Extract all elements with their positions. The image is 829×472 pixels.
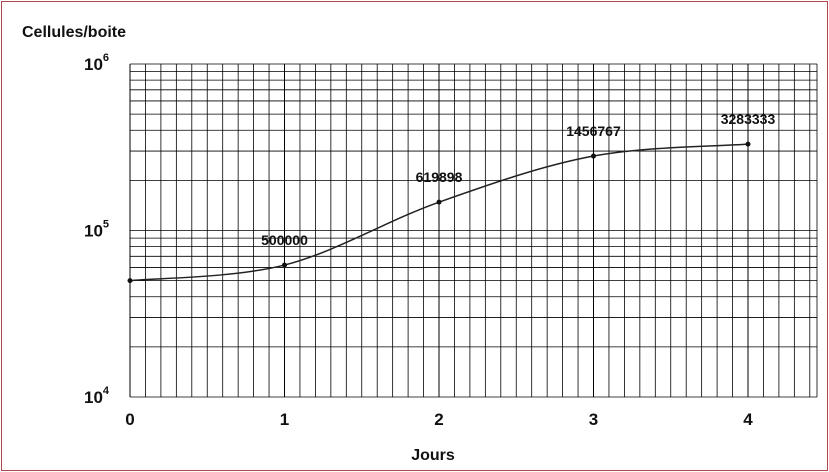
x-tick-label: 2 <box>434 410 443 429</box>
data-point <box>282 262 287 268</box>
y-tick-exponent: 6 <box>103 52 109 64</box>
data-point <box>436 199 442 205</box>
y-tick-label: 105 <box>84 219 109 241</box>
x-axis-label: Jours <box>411 447 455 464</box>
y-ticks: 104 105 106 <box>84 52 110 407</box>
y-tick-exponent: 4 <box>103 385 110 397</box>
data-label: 1456767 <box>566 123 621 139</box>
x-tick-label: 3 <box>589 410 598 429</box>
data-label: 3283333 <box>721 111 776 127</box>
data-point <box>127 278 133 284</box>
x-tick-label: 1 <box>280 410 289 429</box>
y-tick-exponent: 5 <box>103 219 109 231</box>
data-label: 619898 <box>416 169 463 185</box>
x-tick-label: 0 <box>125 410 134 429</box>
data-point <box>591 153 596 159</box>
data-label: 500000 <box>261 232 308 248</box>
data-labels: 500000 619898 1456767 3283333 <box>261 111 775 248</box>
x-tick-label: 4 <box>743 410 753 429</box>
data-point <box>745 141 751 147</box>
y-tick-label: 104 <box>84 385 110 407</box>
data-points <box>127 141 751 284</box>
y-tick-label: 106 <box>84 52 109 74</box>
grid <box>129 63 818 398</box>
y-axis-label: Cellules/boite <box>22 24 126 41</box>
x-ticks: 0 1 2 3 4 <box>125 410 753 429</box>
